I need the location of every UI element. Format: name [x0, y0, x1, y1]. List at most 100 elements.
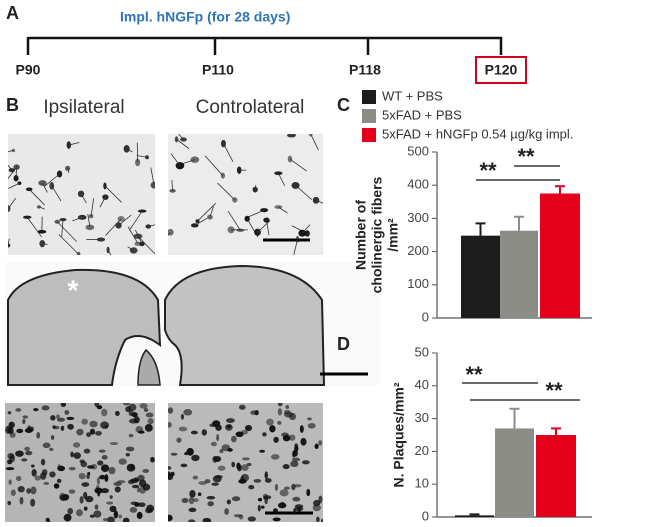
cell [68, 466, 76, 471]
cell [282, 434, 291, 442]
cell [50, 415, 56, 421]
legend-swatch [362, 90, 376, 104]
texture [168, 134, 323, 255]
cell [253, 478, 262, 483]
bar [540, 193, 580, 318]
cell [236, 228, 245, 232]
fiber [168, 231, 171, 237]
cell [83, 506, 88, 511]
fiber [310, 134, 319, 151]
cell [133, 416, 140, 424]
cell [257, 497, 263, 502]
cell [180, 413, 185, 420]
timepoint: P118 [349, 62, 381, 78]
legend-swatch [362, 109, 376, 123]
bar [495, 428, 534, 517]
cell [129, 507, 138, 513]
cell [181, 497, 189, 504]
cell [189, 490, 196, 498]
cell [104, 474, 109, 482]
cell [231, 435, 237, 443]
cell [188, 519, 196, 522]
texture [168, 403, 323, 522]
cell [191, 454, 200, 462]
cell [227, 447, 233, 452]
cell [244, 215, 250, 222]
cell [207, 501, 214, 507]
bar [455, 515, 494, 517]
timepoint: P120 [485, 62, 518, 78]
texture [8, 141, 155, 255]
cell [186, 447, 194, 456]
cell [294, 445, 299, 452]
fiber [217, 182, 236, 201]
cell [5, 467, 15, 471]
cell [301, 460, 310, 465]
fiber [148, 224, 155, 227]
cell [272, 517, 281, 522]
cell [139, 403, 148, 409]
cell [312, 504, 321, 512]
fiber [8, 182, 20, 189]
y-tick-label: 100 [407, 276, 429, 291]
cell [277, 420, 282, 425]
cell [145, 507, 153, 514]
cell [279, 489, 289, 497]
cell [135, 425, 144, 434]
cell [67, 423, 74, 430]
fiber [38, 206, 45, 210]
cell [109, 505, 117, 513]
timeline-title: Impl. hNGFp (for 28 days) [120, 9, 290, 25]
cell [52, 425, 60, 430]
y-tick-label: 400 [407, 177, 429, 192]
fiber [104, 185, 122, 203]
panel-label: D [337, 334, 350, 354]
cell [264, 471, 269, 479]
cell [212, 420, 221, 427]
cell [316, 516, 320, 522]
cell [168, 422, 172, 428]
cell [37, 229, 47, 234]
cell [190, 430, 198, 435]
y-tick-label: 20 [415, 443, 429, 458]
cell [247, 516, 256, 522]
fiber [80, 193, 87, 204]
cell [174, 136, 179, 143]
cell [197, 492, 202, 497]
fiber [315, 199, 323, 204]
fiber [302, 224, 311, 234]
legend-swatch [362, 128, 376, 142]
fiber [293, 239, 298, 255]
cell [147, 418, 154, 425]
fiber [67, 168, 70, 173]
cell [287, 134, 296, 138]
cell [42, 442, 51, 449]
cell [307, 422, 316, 429]
cell [76, 509, 83, 517]
fiber [42, 182, 48, 193]
cell [122, 517, 130, 522]
cell [85, 495, 94, 503]
panel-label: C [337, 95, 350, 115]
cell [41, 405, 50, 411]
fiber [126, 148, 133, 153]
cell [168, 466, 172, 470]
cell [118, 514, 122, 519]
cell [67, 507, 74, 515]
legend-label: 5xFAD + hNGFp 0.54 µg/kg impl. [382, 126, 573, 141]
cell [215, 475, 223, 479]
cell [236, 462, 241, 470]
cell [292, 496, 301, 502]
cell [66, 416, 75, 421]
fiber [266, 220, 270, 236]
y-tick-label: 50 [415, 344, 429, 359]
cell [127, 479, 135, 485]
fiber [278, 206, 288, 214]
cell [86, 432, 92, 438]
fiber [26, 216, 42, 238]
y-tick-label: 200 [407, 243, 429, 258]
fiber [42, 243, 48, 245]
cell [320, 518, 323, 522]
fiber [61, 219, 64, 237]
cell [101, 454, 108, 460]
